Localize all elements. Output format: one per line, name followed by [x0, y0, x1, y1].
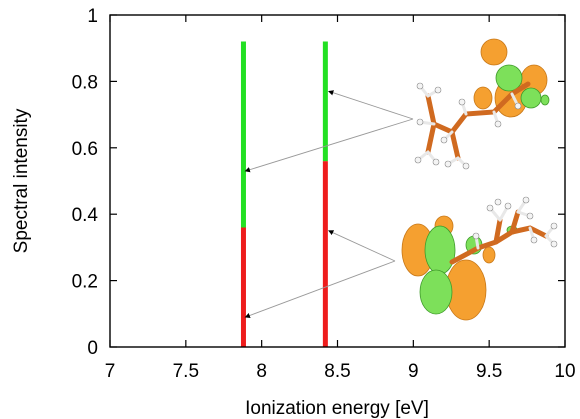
y-tick-label-2: 0.4 [72, 205, 99, 226]
annotation-arrow-0 [328, 90, 414, 120]
x-tick-label-5: 9.5 [476, 361, 502, 382]
y-tick-label-1: 0.2 [72, 272, 98, 293]
y-tick-label-0: 0 [87, 338, 98, 359]
x-tick-label-4: 9 [408, 361, 419, 382]
annotation-arrow-3 [244, 260, 396, 319]
x-tick-label-3: 8.5 [324, 361, 350, 382]
annotation-arrow-2 [328, 230, 396, 262]
y-tick-label-5: 1 [87, 6, 98, 27]
x-tick-label-1: 7.5 [173, 361, 199, 382]
y-axis-title: Spectral intensity [11, 108, 32, 253]
x-tick-label-0: 7 [105, 361, 116, 382]
bars-layer [240, 41, 328, 347]
x-axis-title: Ionization energy [eV] [245, 398, 429, 419]
annotation-arrow-1 [244, 118, 414, 173]
molecule-upper-orbital [414, 38, 550, 170]
annotation-arrows [244, 90, 414, 319]
axis-ticks [109, 14, 566, 348]
x-tick-label-6: 10 [554, 361, 575, 382]
molecule-lower-orbital [401, 196, 558, 321]
y-tick-label-4: 0.8 [72, 72, 98, 93]
axis-tick-labels: 7 7.5 8 8.5 9 9.5 10 0 0.2 0.4 0.6 0.8 1 [72, 6, 576, 382]
x-tick-label-2: 8 [256, 361, 267, 382]
y-tick-label-3: 0.6 [72, 139, 98, 160]
